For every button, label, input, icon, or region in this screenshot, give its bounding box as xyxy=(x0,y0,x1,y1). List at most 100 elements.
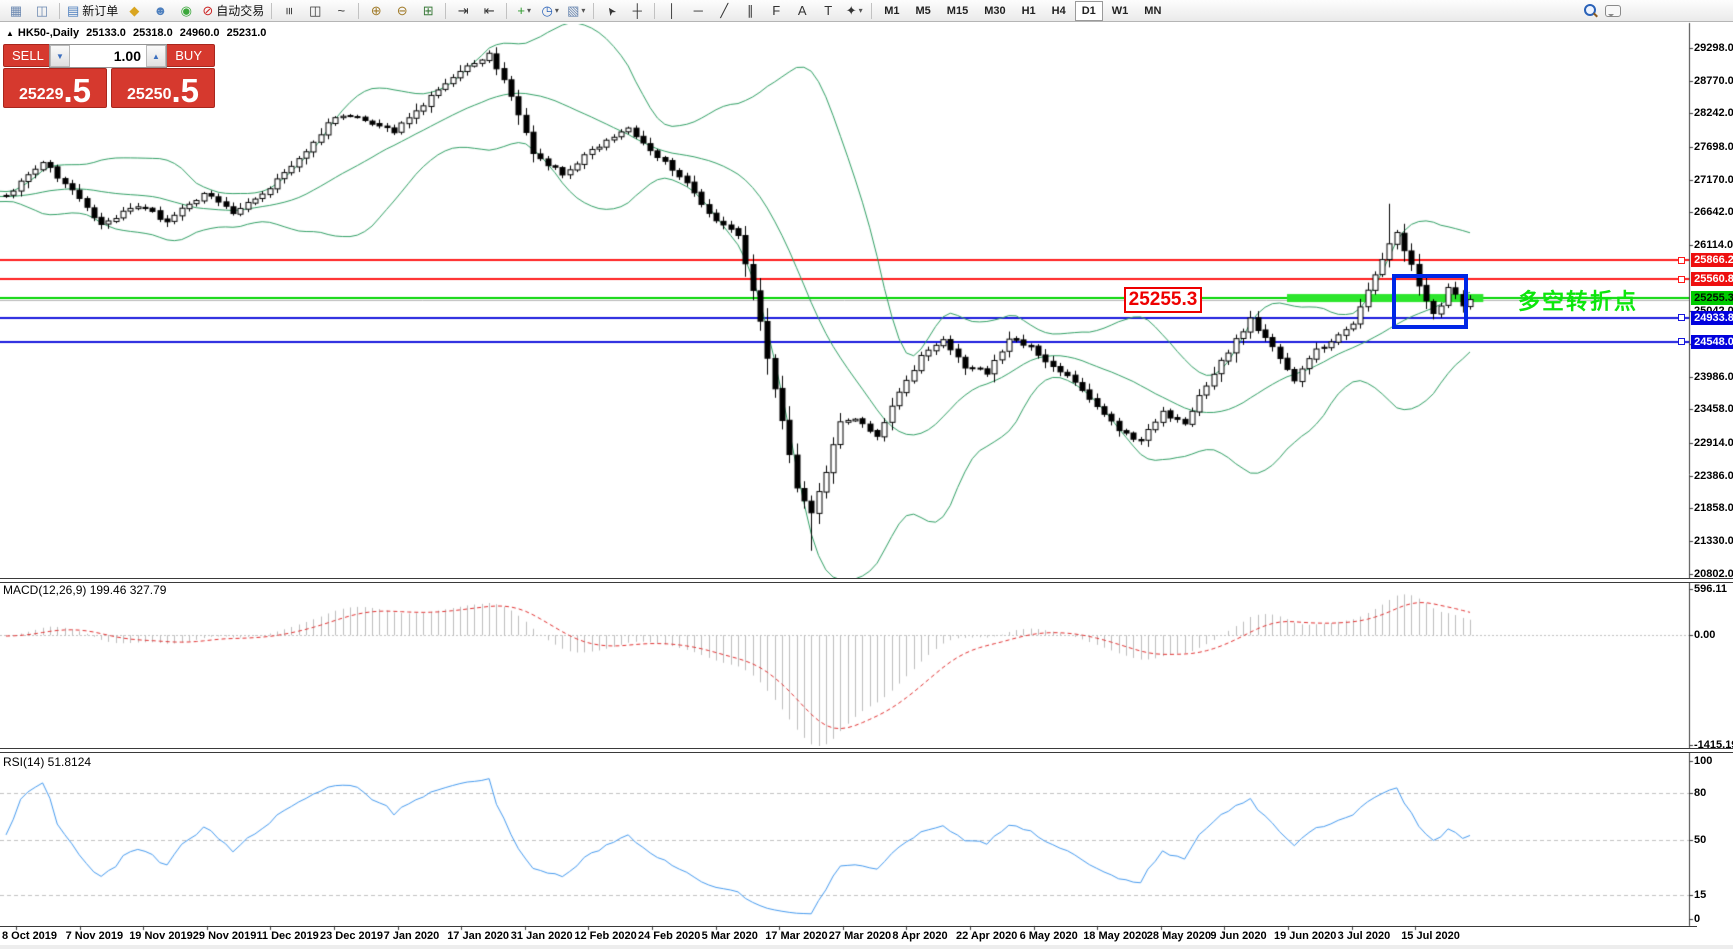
toolbar-separator xyxy=(506,2,508,19)
date-axis-label: 6 May 2020 xyxy=(1019,930,1078,942)
profiles-icon[interactable]: ◫ xyxy=(30,1,54,21)
timeframe-button-H4[interactable]: H4 xyxy=(1051,4,1066,17)
line-endpoint-marker xyxy=(1678,338,1685,346)
fibonacci-icon[interactable]: F xyxy=(764,1,788,21)
label-icon[interactable]: T xyxy=(816,1,840,21)
toolbar-separator xyxy=(445,2,447,19)
buy-price-button[interactable]: 25250.5 xyxy=(111,68,215,108)
tile-windows-icon[interactable]: ⊞ xyxy=(416,1,440,21)
macd-axis-label: 0.00 xyxy=(1694,629,1716,642)
volume-box: ▼ 1.00 ▲ xyxy=(49,44,167,68)
window-bottom-strip xyxy=(0,945,1733,949)
date-axis-label: 22 Apr 2020 xyxy=(956,930,1018,942)
toolbar: ▦ ◫ ▤ 新订单 ◆ ☻ ◉ ⊘ 自动交易 ≡ ◫ ~ ⊕ ⊖ ⊞ ⇥ ⇤ + ▾ ◷ ▾ ▧ ▾ ➤ ┼ │ ─ ╱ ∥ F A T ✦ ▾ M… xyxy=(0,0,1733,22)
auto-scroll-icon-glyph: ⇥ xyxy=(457,2,469,18)
profiles-icon-glyph: ◫ xyxy=(35,2,49,18)
date-axis-label: 7 Nov 2019 xyxy=(65,930,124,942)
toolbar-separator xyxy=(871,2,873,19)
toolbar-separator xyxy=(654,2,656,19)
channel-icon-glyph: ∥ xyxy=(746,2,754,18)
zoom-out-icon[interactable]: ⊖ xyxy=(390,1,414,21)
collapse-triangle-icon[interactable]: ▲ xyxy=(6,29,14,38)
candlestick-chart-icon-glyph: ◫ xyxy=(309,2,322,18)
periods-button-glyph: ◷ xyxy=(541,2,553,18)
date-axis-label: 19 Jun 2020 xyxy=(1274,930,1337,942)
line-chart-icon[interactable]: ~ xyxy=(329,1,353,21)
date-axis-label: 27 Mar 2020 xyxy=(828,930,892,942)
horizontal-line-icon[interactable]: ─ xyxy=(686,1,710,21)
autotrading-button-glyph: ⊘ xyxy=(202,2,214,18)
price-axis-label: 22914.0 xyxy=(1694,436,1733,449)
signals-icon[interactable]: ◉ xyxy=(174,1,198,21)
periods-button[interactable]: ◷ ▾ xyxy=(538,1,562,21)
date-axis-label: 8 Apr 2020 xyxy=(892,930,948,942)
arrows-icon-glyph: ✦ xyxy=(845,2,857,18)
sell-price-button[interactable]: 25229.5 xyxy=(3,68,107,108)
rsi-axis-label: 15 xyxy=(1694,889,1707,902)
timeframe-button-W1[interactable]: W1 xyxy=(1111,4,1129,17)
bar-chart-icon[interactable]: ≡ xyxy=(277,1,301,21)
toolbar-separator xyxy=(271,2,273,19)
indicators-button[interactable]: + ▾ xyxy=(512,1,536,21)
volume-increase-button[interactable]: ▲ xyxy=(146,45,166,67)
sell-price-pips: .5 xyxy=(63,72,92,109)
volume-input[interactable]: 1.00 xyxy=(113,48,141,64)
new-order-button[interactable]: ▤ 新订单 xyxy=(65,1,120,21)
date-axis-label: 9 Jun 2020 xyxy=(1210,930,1267,942)
price-callout-label[interactable]: 25255.3 xyxy=(1124,287,1202,313)
cursor-icon[interactable]: ➤ xyxy=(599,1,623,21)
dropdown-caret-icon: ▾ xyxy=(527,6,532,15)
chat-icon[interactable] xyxy=(1605,4,1621,17)
indicators-button-glyph: + xyxy=(517,2,526,18)
charts-icon-glyph: ▦ xyxy=(9,2,23,18)
timeframe-button-H1[interactable]: H1 xyxy=(1021,4,1036,17)
price-axis-label: 27170.0 xyxy=(1694,173,1733,186)
buy-price-main: 25250 xyxy=(126,86,172,103)
price-axis-label: 22386.0 xyxy=(1694,469,1733,482)
price-axis-label: 23458.0 xyxy=(1694,403,1733,416)
timeframe-button-MN[interactable]: MN xyxy=(1144,4,1162,17)
rsi-panel-divider[interactable] xyxy=(0,748,1733,753)
price-axis-label: 21330.0 xyxy=(1694,534,1733,547)
crosshair-icon[interactable]: ┼ xyxy=(625,1,649,21)
one-click-trade-panel: SELL BUY 25229.5 25250.5 ▼ 1.00 ▲ xyxy=(3,44,215,108)
timeframe-button-M30[interactable]: M30 xyxy=(984,4,1006,17)
trendline-icon[interactable]: ╱ xyxy=(712,1,736,21)
date-axis-label: 31 Jan 2020 xyxy=(510,930,573,942)
rsi-axis-label: 50 xyxy=(1694,834,1707,846)
timeframe-button-M5[interactable]: M5 xyxy=(915,4,931,17)
timeframe-button-M1[interactable]: M1 xyxy=(884,4,900,17)
date-axis-label: 8 Oct 2019 xyxy=(2,930,58,942)
fibonacci-icon-glyph: F xyxy=(772,2,781,18)
channel-icon[interactable]: ∥ xyxy=(738,1,762,21)
price-axis-label: 29298.0 xyxy=(1694,42,1733,54)
volume-decrease-button[interactable]: ▼ xyxy=(50,45,70,67)
date-axis-label: 11 Dec 2019 xyxy=(256,930,319,942)
arrows-icon[interactable]: ✦ ▾ xyxy=(842,1,866,21)
candlestick-chart-icon[interactable]: ◫ xyxy=(303,1,327,21)
buy-label: BUY xyxy=(175,48,202,63)
charts-icon[interactable]: ▦ xyxy=(4,1,28,21)
autotrading-button[interactable]: ⊘ 自动交易 xyxy=(200,1,266,21)
turning-point-note[interactable]: 多空转折点 xyxy=(1518,289,1639,314)
timeframe-button-D1[interactable]: D1 xyxy=(1074,0,1103,21)
auto-scroll-icon[interactable]: ⇥ xyxy=(451,1,475,21)
timeframe-button-M15[interactable]: M15 xyxy=(946,4,969,17)
highlight-rectangle[interactable] xyxy=(1391,273,1468,329)
community-icon[interactable]: ☻ xyxy=(148,1,172,21)
text-icon[interactable]: A xyxy=(790,1,814,21)
ohlc-open: 25133.0 xyxy=(86,27,126,39)
symbol-name: HK50-,Daily xyxy=(17,27,80,39)
price-tag-red: 25560.8 xyxy=(1691,272,1733,287)
vertical-line-icon-glyph: │ xyxy=(668,2,677,18)
date-axis-label: 7 Jan 2020 xyxy=(383,930,440,942)
macd-panel-divider[interactable] xyxy=(0,578,1733,583)
vertical-line-icon[interactable]: │ xyxy=(660,1,684,21)
chart-shift-icon[interactable]: ⇤ xyxy=(477,1,501,21)
price-tag-green: 25255.3 xyxy=(1691,291,1733,306)
search-icon[interactable] xyxy=(1584,4,1597,17)
templates-button[interactable]: ▧ ▾ xyxy=(564,1,588,21)
zoom-in-icon[interactable]: ⊕ xyxy=(364,1,388,21)
market-icon[interactable]: ◆ xyxy=(122,1,146,21)
